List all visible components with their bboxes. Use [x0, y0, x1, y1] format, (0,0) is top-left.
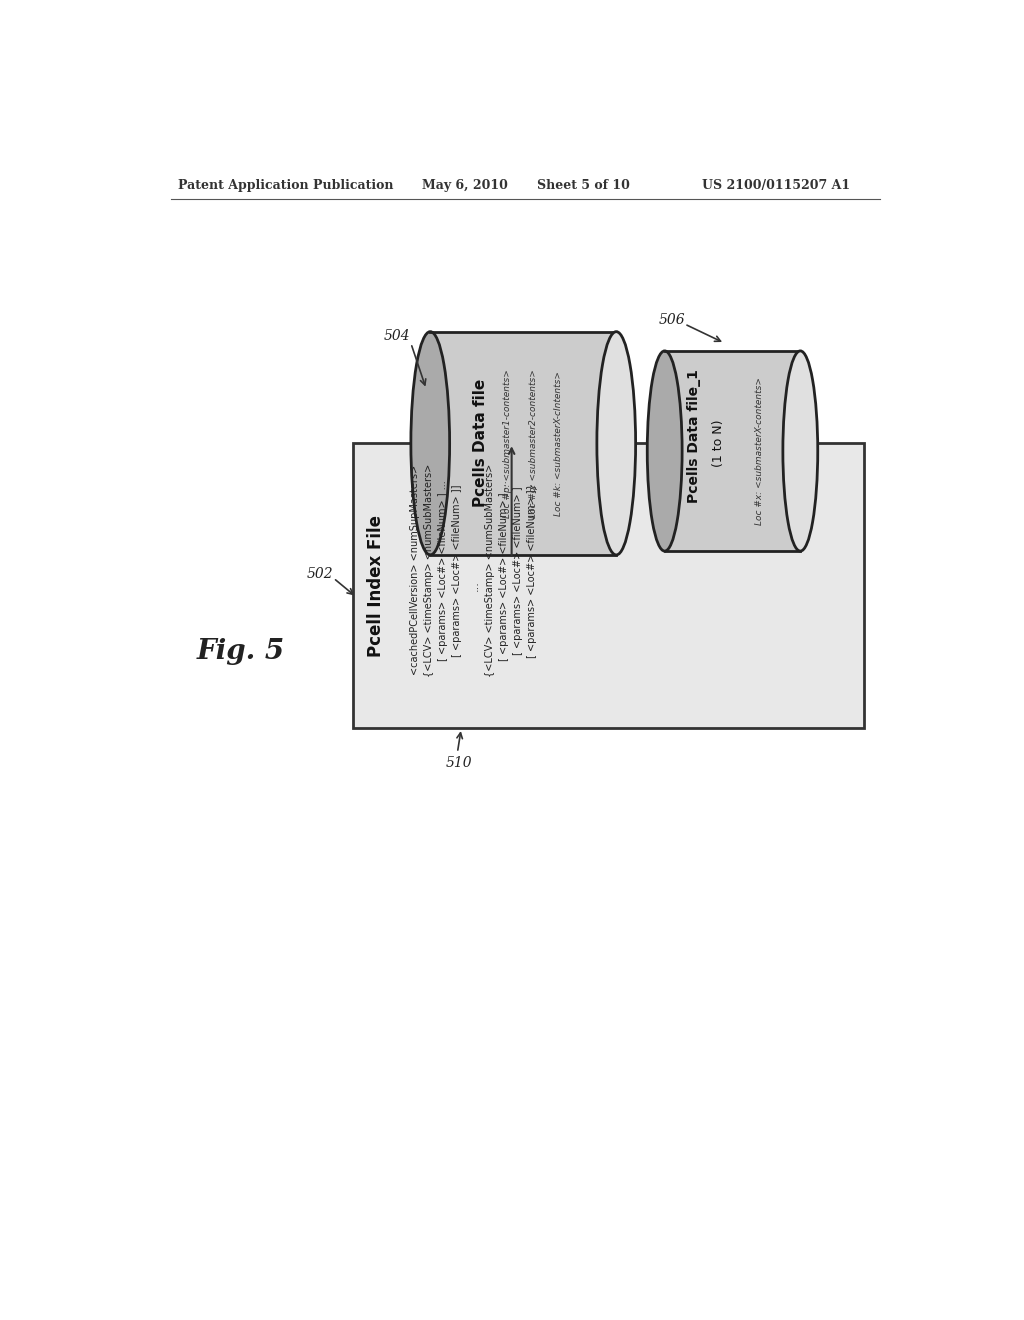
Text: (1 to N): (1 to N): [712, 420, 725, 467]
Bar: [430, 331, 616, 554]
Text: Pcells Data file_1: Pcells Data file_1: [687, 368, 700, 503]
Bar: [665, 351, 801, 552]
Text: Sheet 5 of 10: Sheet 5 of 10: [538, 178, 630, 191]
Text: [ <params> <Loc#> <fileNum> ]: [ <params> <Loc#> <fileNum> ]: [513, 486, 523, 655]
Text: {<LCV> <timeStamp> <numSubMasters>: {<LCV> <timeStamp> <numSubMasters>: [485, 463, 495, 677]
Text: Loc #q: <submaster2-contents>: Loc #q: <submaster2-contents>: [528, 368, 538, 517]
Text: May 6, 2010: May 6, 2010: [423, 178, 508, 191]
Ellipse shape: [597, 331, 636, 554]
Text: Patent Application Publication: Patent Application Publication: [178, 178, 394, 191]
Text: 510: 510: [445, 756, 472, 770]
Text: US 2100/0115207 A1: US 2100/0115207 A1: [701, 178, 850, 191]
Text: Pcells Data file: Pcells Data file: [473, 379, 488, 507]
Text: Loc #p: <submaster1-contents>: Loc #p: <submaster1-contents>: [503, 368, 512, 517]
Text: [ <params> <Loc#> <fileNum> ] ...: [ <params> <Loc#> <fileNum> ] ...: [499, 480, 509, 661]
Text: Loc #k: <submasterX-cIntents>: Loc #k: <submasterX-cIntents>: [554, 371, 562, 516]
Text: {<LCV> <timeStamp> <numSubMasters>: {<LCV> <timeStamp> <numSubMasters>: [424, 463, 434, 677]
Text: [ <params> <Loc#> <fileNum> ] ...: [ <params> <Loc#> <fileNum> ] ...: [437, 480, 447, 661]
Ellipse shape: [411, 331, 450, 554]
Text: Loc #x: <submasterX-contents>: Loc #x: <submasterX-contents>: [755, 378, 764, 525]
Text: Pcell Index File: Pcell Index File: [367, 515, 385, 657]
Text: <cachedPCellVersion> <numSupMasters>: <cachedPCellVersion> <numSupMasters>: [410, 465, 420, 676]
Text: 506: 506: [658, 313, 685, 327]
Text: [ <params> <Loc#> <fileNum> ]]: [ <params> <Loc#> <fileNum> ]]: [452, 484, 462, 656]
Bar: [352, 444, 864, 729]
Ellipse shape: [647, 351, 682, 552]
Text: 504: 504: [384, 329, 411, 342]
Text: [ <params> <Loc#> <fileNum> ]}: [ <params> <Loc#> <fileNum> ]}: [526, 483, 537, 657]
Text: ...: ...: [469, 581, 479, 591]
Ellipse shape: [783, 351, 818, 552]
Text: 502: 502: [306, 568, 333, 581]
Text: Fig. 5: Fig. 5: [197, 638, 285, 665]
